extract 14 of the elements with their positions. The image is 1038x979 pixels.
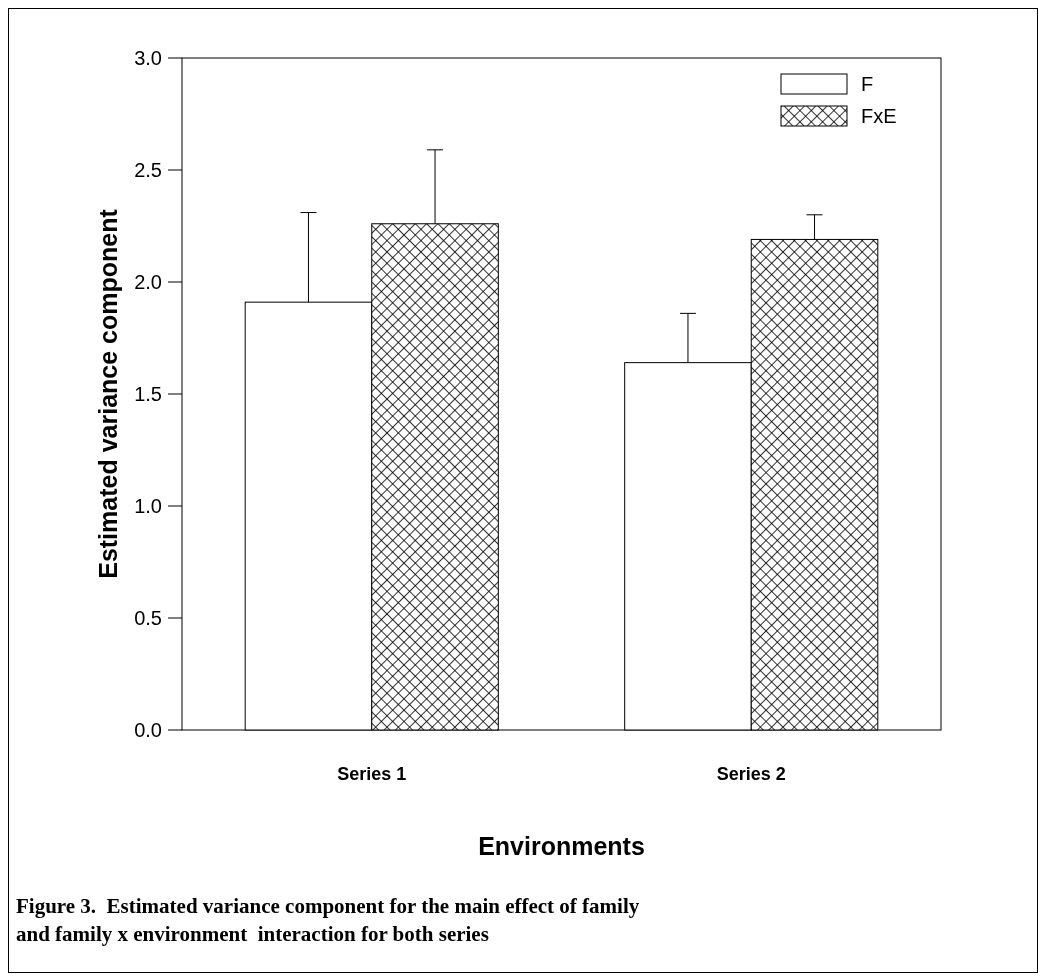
- y-tick-label: 0.0: [134, 719, 162, 741]
- caption: Figure 3. Estimated variance component for the main effect of family and family x environment interaction for both series: [16, 894, 640, 946]
- y-tick-label: 1.0: [134, 495, 162, 517]
- y-tick-label: 3.0: [134, 47, 162, 69]
- y-tick-label: 1.5: [134, 383, 162, 405]
- x-tick-label: Series 2: [716, 764, 786, 784]
- legend-label: FxE: [861, 105, 897, 127]
- y-tick-label: 0.5: [134, 607, 162, 629]
- y-tick-label: 2.5: [134, 159, 162, 181]
- x-tick-label: Series 1: [337, 764, 407, 784]
- y-tick-label: 2.0: [134, 271, 162, 293]
- y-axis-title: Estimated variance component: [94, 208, 122, 579]
- legend-label: F: [861, 73, 874, 95]
- x-axis-title: Environments: [478, 832, 645, 860]
